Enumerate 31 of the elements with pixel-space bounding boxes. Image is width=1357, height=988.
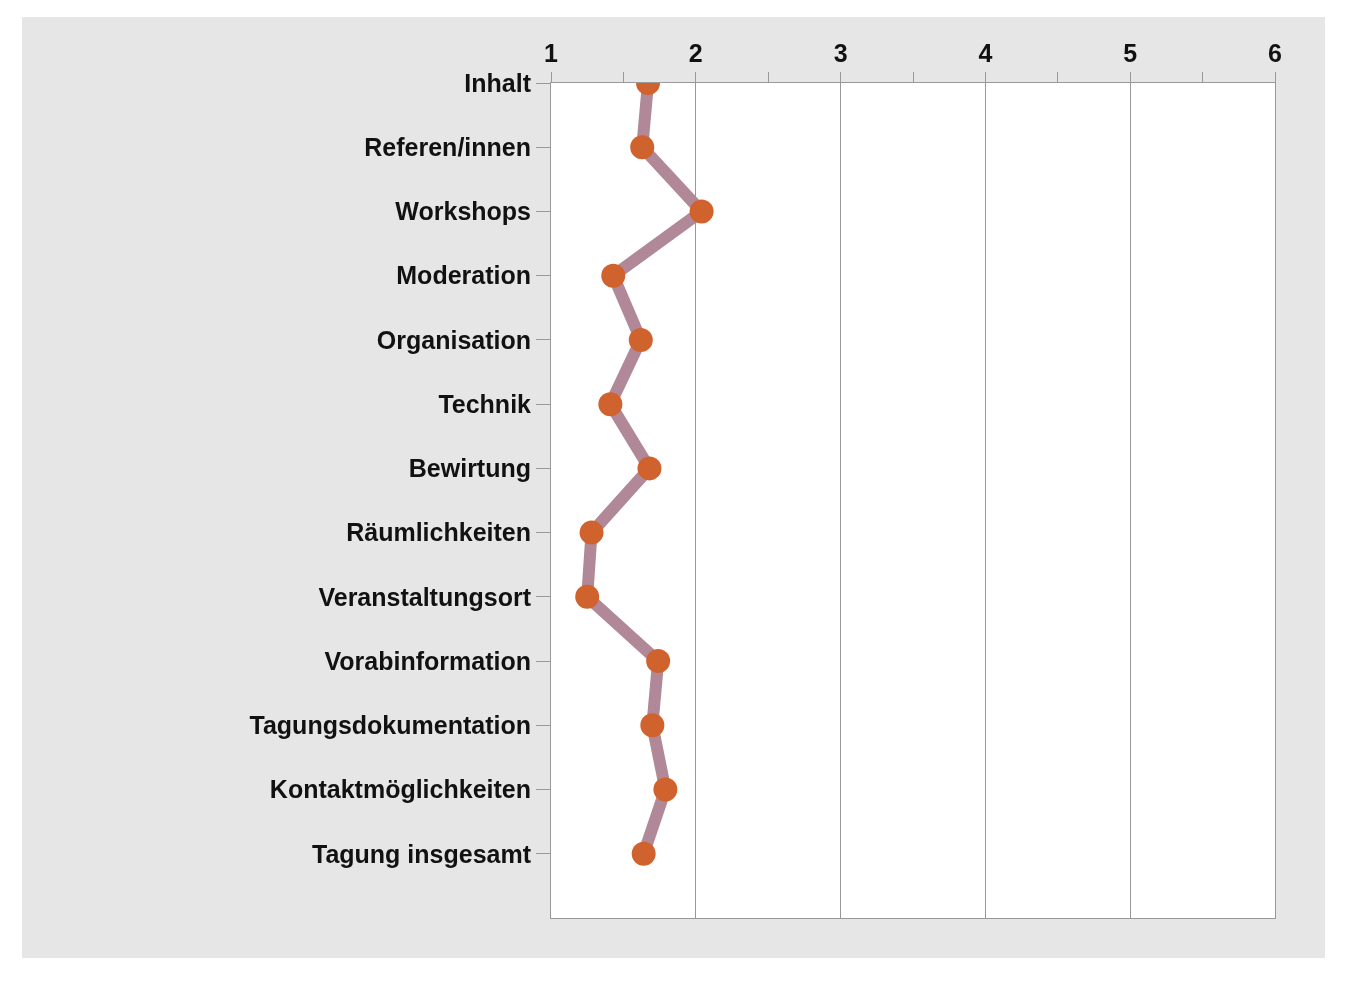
point — [631, 841, 656, 866]
y-tick-label: Kontaktmöglichkeiten — [269, 775, 531, 804]
point — [598, 392, 623, 417]
x-tick-label: 2 — [688, 39, 703, 67]
point — [575, 584, 600, 609]
y-tick-label: Referen/innen — [364, 132, 531, 161]
point — [628, 327, 653, 352]
point — [630, 135, 655, 160]
x-tick-label: 3 — [833, 39, 848, 67]
y-tick-label: Bewirtung — [408, 454, 531, 483]
x-tick-label: 4 — [978, 39, 993, 67]
y-tick-label: Veranstaltungsort — [318, 582, 532, 611]
y-tick-label: Inhalt — [464, 68, 532, 97]
point — [646, 649, 671, 674]
x-tick-label: 1 — [544, 39, 559, 67]
y-tick-label: Workshops — [395, 197, 531, 226]
point — [640, 713, 665, 738]
point — [579, 520, 604, 545]
y-tick-label: Räumlichkeiten — [346, 518, 531, 547]
point — [689, 199, 714, 224]
point — [637, 456, 662, 481]
y-tick-label: Tagungsdokumentation — [249, 711, 531, 740]
y-tick-label: Tagung insgesamt — [311, 839, 532, 868]
point — [601, 263, 626, 288]
y-tick-label: Technik — [438, 389, 532, 418]
y-tick-label: Organisation — [376, 325, 531, 354]
point — [653, 777, 678, 802]
y-tick-label: Moderation — [396, 261, 531, 290]
x-tick-label: 5 — [1123, 39, 1138, 67]
x-tick-label: 6 — [1268, 39, 1282, 67]
y-tick-label: Vorabinformation — [324, 646, 531, 675]
